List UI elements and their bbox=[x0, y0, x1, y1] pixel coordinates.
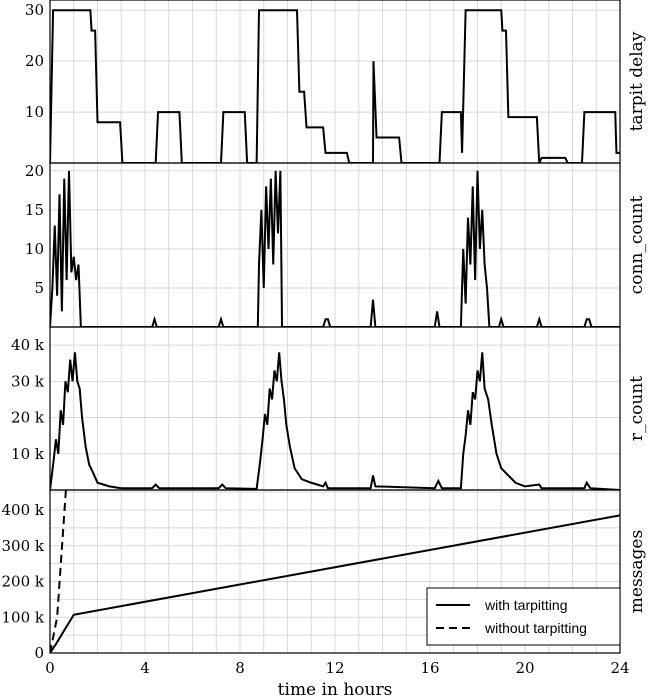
x-axis-label: time in hours bbox=[278, 680, 393, 698]
y-tick-label: 400 k bbox=[2, 501, 45, 519]
series-line-tarpit-delay bbox=[50, 9, 620, 163]
series-line-r_count bbox=[50, 352, 620, 490]
y-tick-label: 300 k bbox=[2, 537, 45, 555]
series-line-without-tarpitting bbox=[50, 490, 67, 653]
y-axis-label: conn_count bbox=[627, 196, 647, 295]
y-tick-label: 20 bbox=[25, 162, 44, 180]
y-tick-label: 20 bbox=[25, 52, 44, 70]
plot-frame bbox=[49, 489, 621, 654]
x-tick-label: 16 bbox=[420, 659, 439, 677]
series-line-conn_count bbox=[50, 170, 620, 327]
legend-label: without tarpitting bbox=[484, 620, 587, 636]
legend: with tarpitting without tarpitting bbox=[426, 587, 621, 646]
x-tick-label: 20 bbox=[515, 659, 534, 677]
y-tick-label: 0 bbox=[34, 644, 44, 662]
y-tick-label: 5 bbox=[34, 279, 44, 297]
y-tick-label: 15 bbox=[25, 201, 44, 219]
panel-tarpit-delay: 10 20 30 tarpit delay bbox=[25, 0, 647, 164]
y-axis-label: r_count bbox=[627, 376, 647, 441]
legend-label: with tarpitting bbox=[484, 597, 567, 613]
y-tick-label: 200 k bbox=[2, 573, 45, 591]
y-tick-label: 10 bbox=[25, 103, 44, 121]
panel-messages: 0 100 k 200 k 300 k 400 k messages 0 4 8 12 16 20 24… bbox=[2, 489, 647, 698]
y-tick-label: 10 bbox=[25, 240, 44, 258]
x-tick-label: 4 bbox=[140, 659, 150, 677]
x-tick-label: 24 bbox=[610, 659, 629, 677]
panel-r_count: 10 k 20 k 30 k 40 k r_count bbox=[11, 326, 647, 491]
y-tick-label: 20 k bbox=[11, 409, 45, 427]
y-tick-label: 30 k bbox=[11, 372, 45, 390]
y-tick-label: 30 bbox=[25, 1, 44, 19]
series-line-with-tarpitting bbox=[50, 514, 620, 653]
y-axis-label: messages bbox=[627, 530, 647, 613]
x-tick-label: 12 bbox=[325, 659, 344, 677]
panel-conn_count: 5 10 15 20 conn_count bbox=[25, 162, 647, 328]
x-tick-label: 8 bbox=[235, 659, 245, 677]
y-tick-label: 10 k bbox=[11, 445, 45, 463]
y-tick-label: 100 k bbox=[2, 608, 45, 626]
legend-box bbox=[426, 587, 621, 646]
y-tick-label: 40 k bbox=[11, 336, 45, 354]
y-axis-label: tarpit delay bbox=[627, 31, 647, 131]
x-tick-label: 0 bbox=[45, 659, 55, 677]
